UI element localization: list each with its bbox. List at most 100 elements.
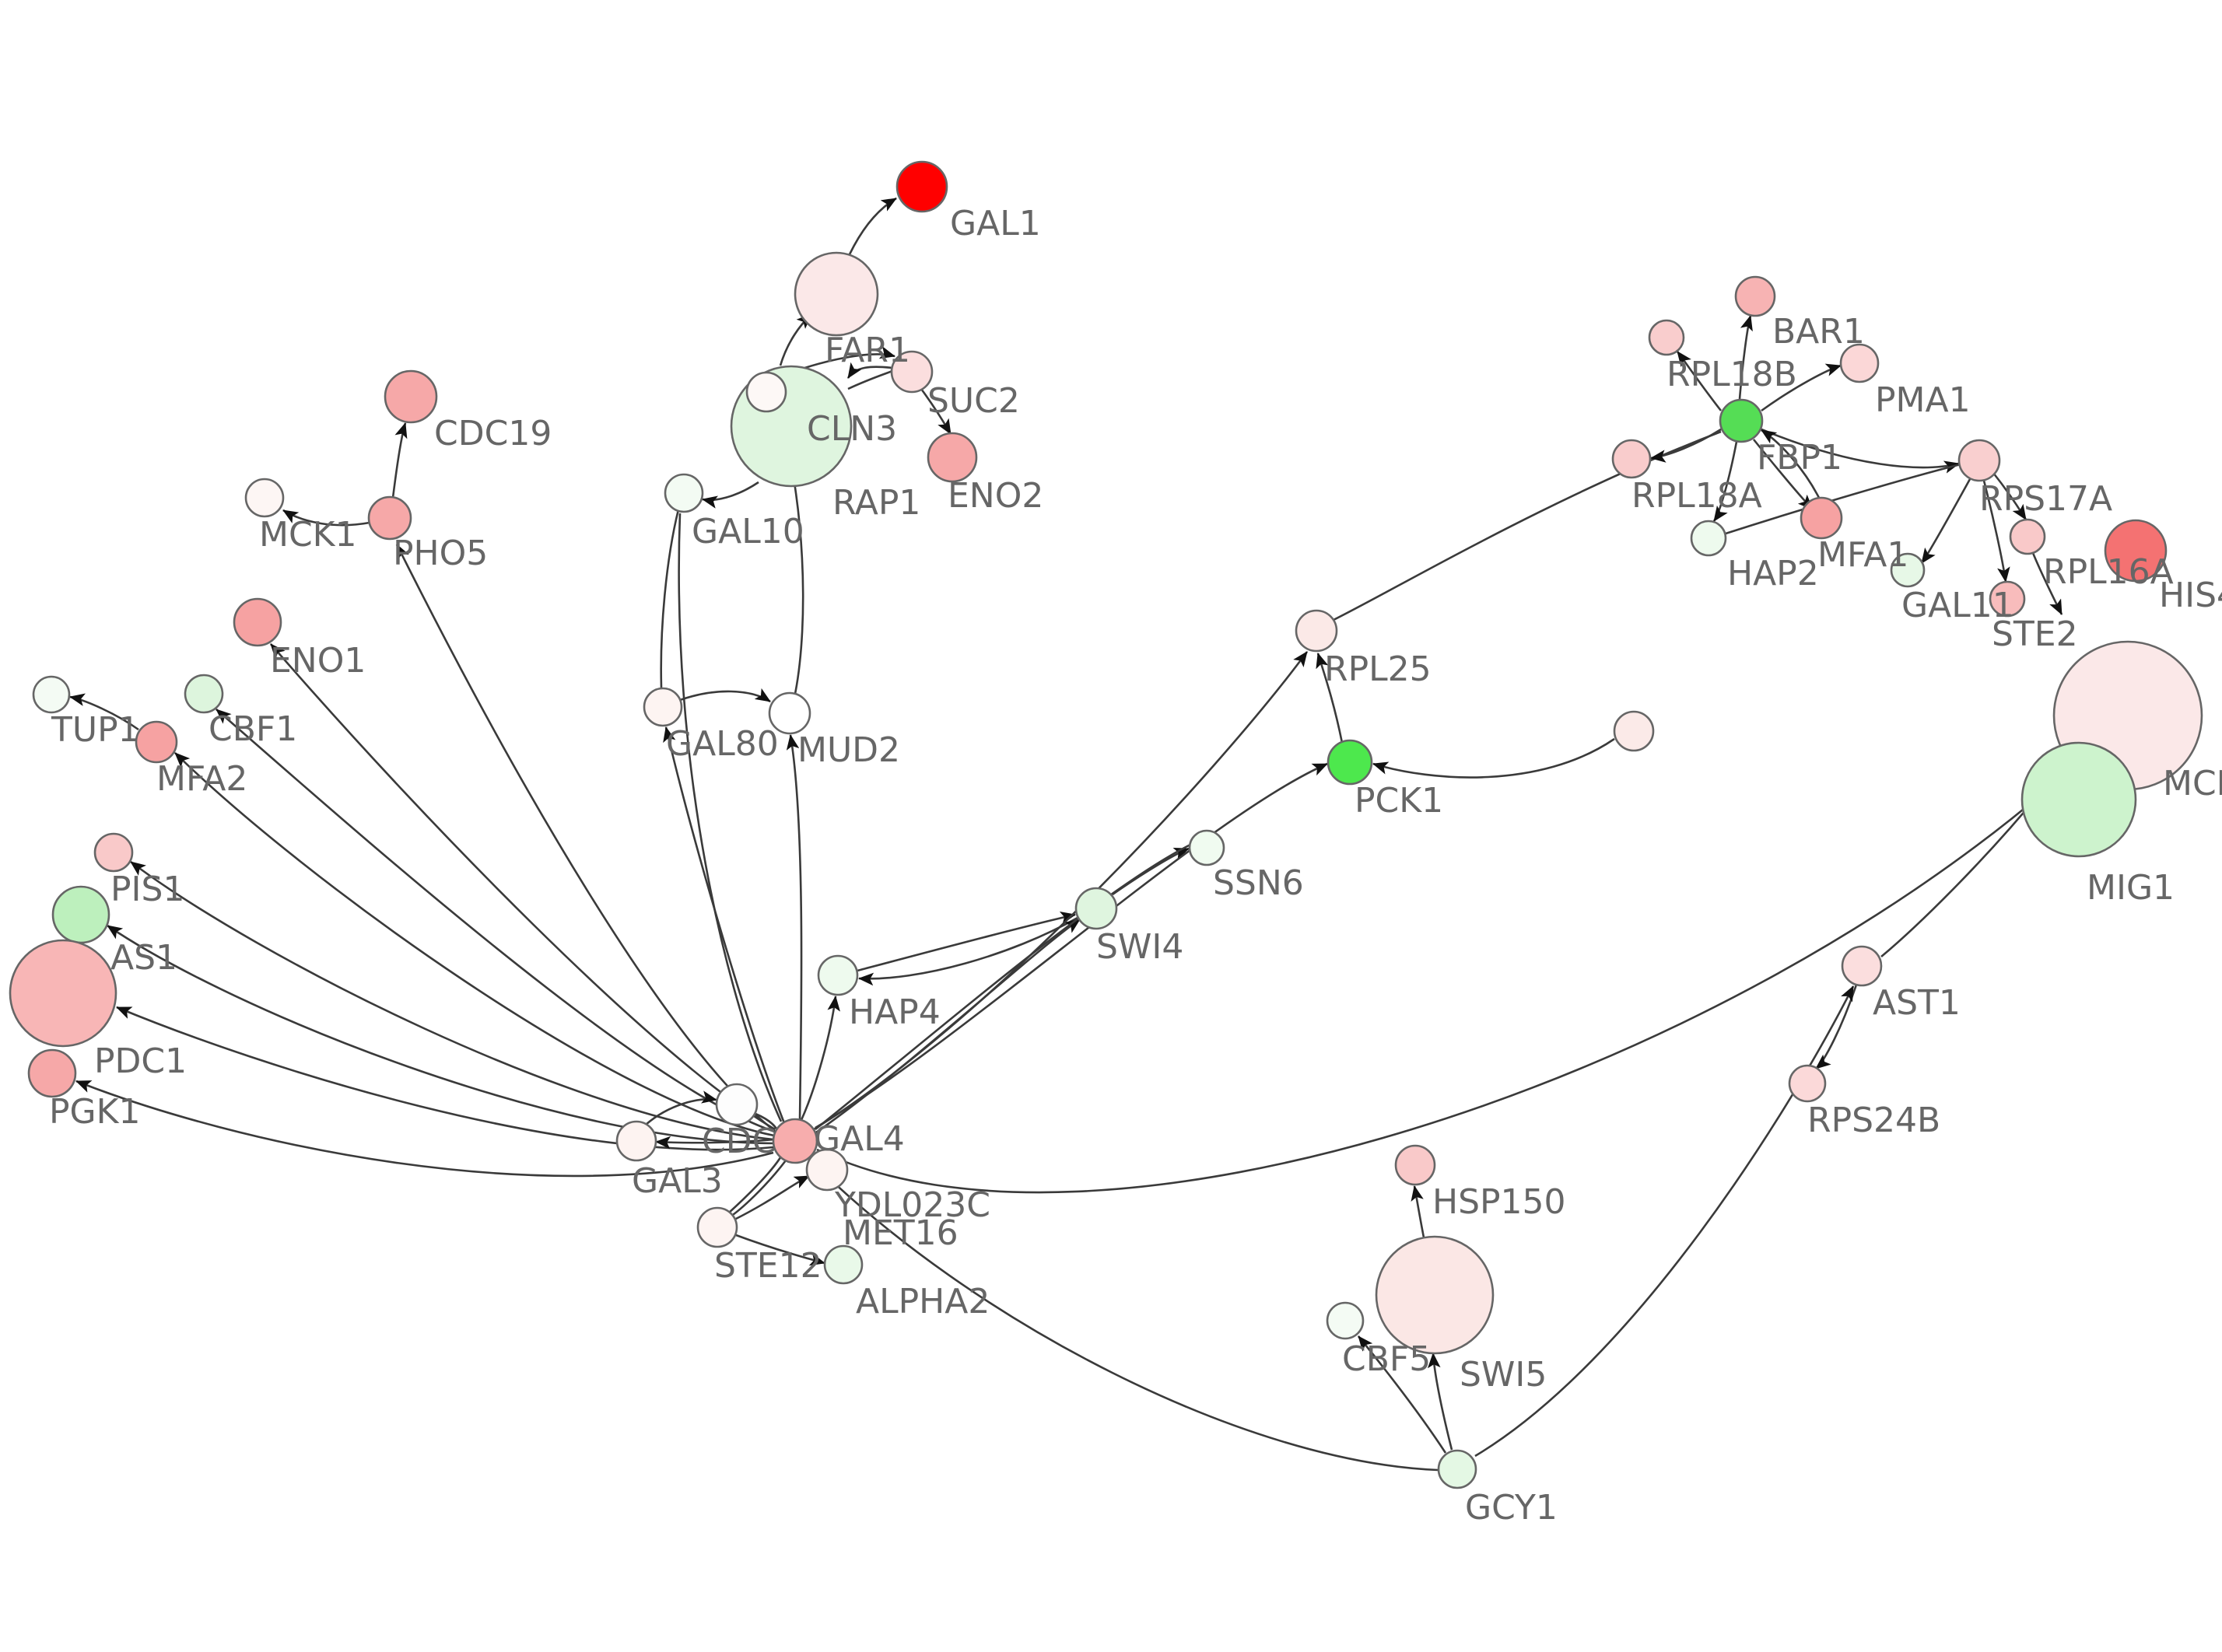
node-pis1[interactable] bbox=[93, 832, 134, 873]
edge-GAL4-to-PIS1[interactable] bbox=[130, 860, 774, 1141]
edge-FBP1-to-PMA1[interactable] bbox=[1761, 363, 1842, 412]
edge-GCY1-to-SWI5[interactable] bbox=[1427, 1352, 1453, 1451]
edge-GAL4-to-STE12[interactable] bbox=[727, 1160, 787, 1220]
node-rap1[interactable] bbox=[745, 371, 787, 413]
edge-HAP4-to-SWI4[interactable] bbox=[857, 912, 1077, 972]
node-gal3[interactable] bbox=[615, 1120, 657, 1162]
edge-FBP1-to-BAR1[interactable] bbox=[1738, 314, 1753, 400]
node-far1[interactable] bbox=[794, 251, 879, 337]
node-bar1[interactable] bbox=[1734, 275, 1776, 317]
node-rps24b[interactable] bbox=[1788, 1064, 1827, 1103]
edge-PCK1-to-RPL25[interactable] bbox=[1316, 653, 1344, 744]
node-cbf5[interactable] bbox=[1326, 1301, 1365, 1340]
edge-STE2-to-MCM1[interactable] bbox=[2031, 552, 2063, 615]
edge-AST1-to-RPS24B[interactable] bbox=[1815, 984, 1858, 1070]
node-ast1[interactable] bbox=[1841, 945, 1883, 987]
edge-FBP1-to-HAP2[interactable] bbox=[1712, 441, 1738, 522]
node-swi5[interactable] bbox=[1375, 1235, 1495, 1355]
edge-GAL4-to-GAL80[interactable] bbox=[663, 726, 786, 1124]
edge-UNL1-to-PCK1[interactable] bbox=[1372, 737, 1615, 779]
edge-RPS17A-to-STE2[interactable] bbox=[1992, 472, 2027, 520]
edge-GAL80-to-MUD2[interactable] bbox=[679, 688, 771, 703]
node-ste2b[interactable] bbox=[1989, 580, 2026, 618]
edge-GAL4-to-MFA2[interactable] bbox=[174, 752, 775, 1137]
node-gal11[interactable] bbox=[1890, 552, 1926, 588]
node-ydl023c[interactable] bbox=[805, 1148, 849, 1192]
node-rpl18b[interactable] bbox=[1648, 319, 1685, 356]
edge-STE12-to-ALPHA2[interactable] bbox=[735, 1234, 826, 1266]
node-eno2[interactable] bbox=[927, 432, 978, 483]
node-hap4[interactable] bbox=[817, 954, 859, 996]
node-eno1[interactable] bbox=[233, 597, 282, 647]
edge-PHO5-to-CDC19[interactable] bbox=[391, 422, 408, 499]
edge-GAL4-to-PDC1[interactable] bbox=[116, 1006, 774, 1151]
edge-STE12-to-YDL023C[interactable] bbox=[734, 1174, 810, 1221]
edge-CLN3-to-GAL10[interactable] bbox=[701, 481, 759, 509]
node-rpl18a[interactable] bbox=[1611, 439, 1652, 479]
edge-GAL4-to-MUD2[interactable] bbox=[786, 733, 803, 1121]
edge-GAL3-to-CDCX[interactable] bbox=[645, 1090, 718, 1125]
node-tup1[interactable] bbox=[32, 675, 71, 714]
edge-FAR1-to-GAL1[interactable] bbox=[848, 197, 897, 255]
edge-MFA2-to-TUP1[interactable] bbox=[68, 693, 139, 731]
edge-GAL4-to-MCM1[interactable] bbox=[816, 769, 2070, 1194]
node-pho5[interactable] bbox=[367, 495, 412, 541]
edge-GCY1-to-AST1[interactable] bbox=[1474, 985, 1855, 1458]
node-ste12[interactable] bbox=[696, 1206, 738, 1248]
node-ssn6[interactable] bbox=[1188, 829, 1225, 866]
edge-RPS17A-to-GAL11[interactable] bbox=[1920, 478, 1971, 564]
node-mck1[interactable] bbox=[244, 478, 285, 518]
edge-FBP1-to-RPL18B[interactable] bbox=[1676, 351, 1723, 411]
edge-GAL4-to-GAL3[interactable] bbox=[654, 1136, 776, 1150]
node-gcy1[interactable] bbox=[1437, 1449, 1477, 1489]
node-mud2[interactable] bbox=[768, 691, 811, 735]
node-ste2[interactable] bbox=[2009, 518, 2046, 555]
edge-FBP1-to-RPS17A[interactable] bbox=[1761, 428, 1961, 474]
edge-GAL4-to-ENO1[interactable] bbox=[270, 643, 776, 1131]
node-rpl25[interactable] bbox=[1295, 609, 1338, 653]
node-mig1[interactable] bbox=[2020, 741, 2137, 858]
node-swi4[interactable] bbox=[1074, 887, 1118, 930]
edge-SUC2-to-CLN3[interactable] bbox=[846, 362, 893, 379]
node-his4[interactable] bbox=[2104, 519, 2168, 583]
node-gal80[interactable] bbox=[643, 687, 683, 727]
node-hsp150[interactable] bbox=[1394, 1144, 1436, 1186]
edge-GAL10-to-GAL80[interactable] bbox=[660, 509, 680, 688]
edge-SWI4-to-SSN6[interactable] bbox=[1112, 847, 1190, 896]
edge-GAL4-to-GAL10[interactable] bbox=[678, 513, 783, 1122]
node-layer[interactable] bbox=[9, 160, 2203, 1489]
node-pma1[interactable] bbox=[1839, 343, 1880, 383]
edge-SUC2-to-ENO2[interactable] bbox=[920, 388, 952, 435]
node-gal1[interactable] bbox=[895, 160, 948, 213]
edge-HAP2-to-RPS17A[interactable] bbox=[1725, 463, 1961, 535]
edge-FBP1-to-RPL25[interactable] bbox=[1328, 430, 1722, 624]
node-hap2[interactable] bbox=[1690, 520, 1727, 557]
edge-PHO5-to-MCK1[interactable] bbox=[282, 509, 370, 527]
node-fbp1[interactable] bbox=[1719, 398, 1764, 443]
edge-GAL4-to-PGK1[interactable] bbox=[75, 1080, 774, 1178]
node-pck1[interactable] bbox=[1327, 739, 1373, 786]
edge-GCY1-to-CBF5[interactable] bbox=[1357, 1335, 1447, 1454]
edge-GAL4-to-GCY1[interactable] bbox=[808, 1158, 1439, 1472]
edge-GAL4-to-SSN6[interactable] bbox=[815, 842, 1193, 1131]
node-alpha2[interactable] bbox=[823, 1244, 864, 1285]
edge-GAL4-to-PCK1[interactable] bbox=[815, 762, 1328, 1129]
node-pgk1[interactable] bbox=[27, 1048, 77, 1098]
node-mfa1[interactable] bbox=[1800, 496, 1843, 540]
node-cdc19[interactable] bbox=[384, 369, 438, 424]
edge-GAL4-to-AS1[interactable] bbox=[107, 924, 774, 1145]
edge-GAL4-to-HAP4[interactable] bbox=[800, 995, 840, 1121]
node-unl1[interactable] bbox=[1613, 710, 1655, 752]
node-cbf1[interactable] bbox=[184, 674, 224, 714]
node-gal4[interactable] bbox=[772, 1118, 818, 1164]
node-as1[interactable] bbox=[51, 885, 110, 944]
edge-MFA1-to-FBP1[interactable] bbox=[1761, 429, 1821, 499]
node-gal10[interactable] bbox=[664, 473, 704, 513]
node-suc2[interactable] bbox=[890, 350, 934, 394]
edge-GAL4-to-PHO5[interactable] bbox=[395, 544, 776, 1133]
edge-RPS17A-to-STE2B[interactable] bbox=[1982, 480, 2010, 583]
node-mfa2[interactable] bbox=[135, 720, 178, 764]
node-rps17a[interactable] bbox=[1957, 439, 2001, 482]
edge-FBP1-to-RPL18A[interactable] bbox=[1649, 428, 1722, 463]
